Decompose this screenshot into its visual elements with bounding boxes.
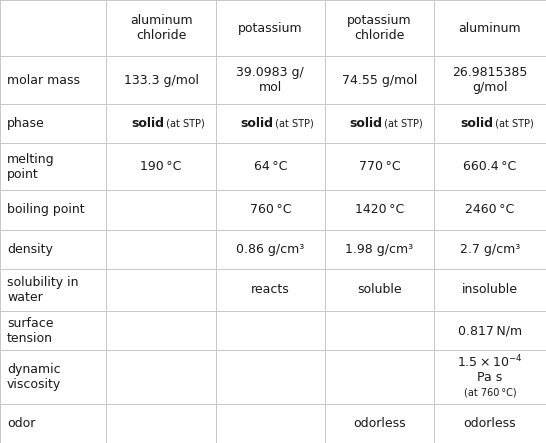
Text: 64 °C: 64 °C bbox=[253, 160, 287, 173]
Text: (at STP): (at STP) bbox=[272, 119, 313, 129]
Text: 0.817 N/m: 0.817 N/m bbox=[458, 324, 522, 338]
Text: $1.5\times10^{-4}$: $1.5\times10^{-4}$ bbox=[457, 354, 523, 370]
Text: insoluble: insoluble bbox=[462, 284, 518, 296]
Text: solid: solid bbox=[460, 117, 493, 130]
Text: odor: odor bbox=[7, 417, 35, 430]
Text: (at STP): (at STP) bbox=[491, 119, 533, 129]
Text: dynamic
viscosity: dynamic viscosity bbox=[7, 363, 61, 391]
Text: Pa s: Pa s bbox=[477, 371, 503, 384]
Text: density: density bbox=[7, 243, 53, 256]
Text: 1420 °C: 1420 °C bbox=[355, 203, 404, 217]
Text: surface
tension: surface tension bbox=[7, 317, 54, 345]
Text: solid: solid bbox=[240, 117, 273, 130]
Text: 133.3 g/mol: 133.3 g/mol bbox=[123, 74, 199, 87]
Text: solid: solid bbox=[349, 117, 382, 130]
Text: 190 °C: 190 °C bbox=[140, 160, 182, 173]
Text: aluminum
chloride: aluminum chloride bbox=[130, 14, 192, 42]
Text: (at 760 °C): (at 760 °C) bbox=[464, 387, 517, 397]
Text: reacts: reacts bbox=[251, 284, 289, 296]
Text: 2460 °C: 2460 °C bbox=[465, 203, 515, 217]
Text: 2.7 g/cm³: 2.7 g/cm³ bbox=[460, 243, 520, 256]
Text: odorless: odorless bbox=[353, 417, 406, 430]
Text: odorless: odorless bbox=[464, 417, 517, 430]
Text: 660.4 °C: 660.4 °C bbox=[464, 160, 517, 173]
Text: (at STP): (at STP) bbox=[163, 119, 204, 129]
Text: molar mass: molar mass bbox=[7, 74, 80, 87]
Text: 74.55 g/mol: 74.55 g/mol bbox=[342, 74, 417, 87]
Text: melting
point: melting point bbox=[7, 153, 55, 181]
Text: 760 °C: 760 °C bbox=[250, 203, 291, 217]
Text: 26.9815385
g/mol: 26.9815385 g/mol bbox=[452, 66, 528, 94]
Text: 1.98 g/cm³: 1.98 g/cm³ bbox=[346, 243, 413, 256]
Text: solubility in
water: solubility in water bbox=[7, 276, 79, 304]
Text: solid: solid bbox=[131, 117, 164, 130]
Text: (at STP): (at STP) bbox=[381, 119, 423, 129]
Text: 39.0983 g/
mol: 39.0983 g/ mol bbox=[236, 66, 304, 94]
Text: aluminum: aluminum bbox=[459, 22, 521, 35]
Text: phase: phase bbox=[7, 117, 45, 130]
Text: potassium: potassium bbox=[238, 22, 302, 35]
Text: 0.86 g/cm³: 0.86 g/cm³ bbox=[236, 243, 305, 256]
Text: soluble: soluble bbox=[357, 284, 402, 296]
Text: boiling point: boiling point bbox=[7, 203, 85, 217]
Text: 770 °C: 770 °C bbox=[359, 160, 400, 173]
Text: potassium
chloride: potassium chloride bbox=[347, 14, 412, 42]
